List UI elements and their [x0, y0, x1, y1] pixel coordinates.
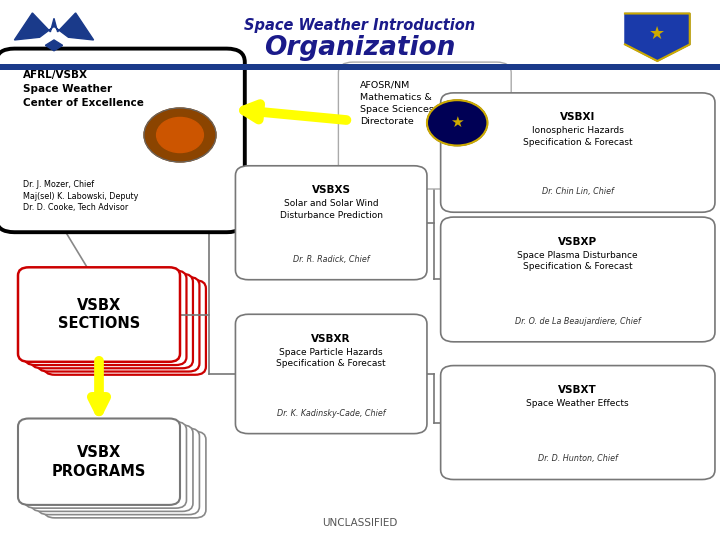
FancyBboxPatch shape: [44, 431, 206, 518]
Text: VSBXI: VSBXI: [560, 112, 595, 123]
Text: VSBXR: VSBXR: [312, 334, 351, 344]
Text: Space Weather Introduction: Space Weather Introduction: [244, 18, 476, 33]
Circle shape: [157, 117, 204, 152]
Text: Ionospheric Hazards
Specification & Forecast: Ionospheric Hazards Specification & Fore…: [523, 126, 633, 147]
Circle shape: [144, 108, 216, 162]
FancyBboxPatch shape: [37, 277, 199, 372]
FancyBboxPatch shape: [24, 271, 186, 365]
FancyBboxPatch shape: [18, 418, 180, 505]
Text: Dr. R. Radick, Chief: Dr. R. Radick, Chief: [293, 255, 369, 264]
FancyBboxPatch shape: [31, 274, 193, 368]
FancyBboxPatch shape: [235, 166, 427, 280]
Polygon shape: [45, 40, 63, 51]
Text: Space Plasma Disturbance
Specification & Forecast: Space Plasma Disturbance Specification &…: [518, 251, 638, 271]
FancyBboxPatch shape: [31, 425, 193, 511]
FancyBboxPatch shape: [0, 49, 245, 232]
Text: AFRL/VSBX
Space Weather
Center of Excellence: AFRL/VSBX Space Weather Center of Excell…: [23, 70, 144, 108]
Text: Solar and Solar Wind
Disturbance Prediction: Solar and Solar Wind Disturbance Predict…: [279, 199, 383, 220]
FancyBboxPatch shape: [37, 428, 199, 515]
Text: VSBX
PROGRAMS: VSBX PROGRAMS: [52, 445, 146, 478]
Text: Dr. D. Hunton, Chief: Dr. D. Hunton, Chief: [538, 455, 618, 463]
Text: VSBXP: VSBXP: [558, 237, 598, 247]
FancyBboxPatch shape: [441, 93, 715, 212]
Text: VSBXT: VSBXT: [559, 385, 597, 395]
Polygon shape: [14, 13, 94, 40]
Text: VSBX
SECTIONS: VSBX SECTIONS: [58, 298, 140, 332]
Text: VSBXS: VSBXS: [312, 185, 351, 195]
Polygon shape: [625, 14, 690, 61]
Text: Dr. J. Mozer, Chief
Maj(sel) K. Labowski, Deputy
Dr. D. Cooke, Tech Advisor: Dr. J. Mozer, Chief Maj(sel) K. Labowski…: [23, 180, 138, 212]
Text: Dr. O. de La Beaujardiere, Chief: Dr. O. de La Beaujardiere, Chief: [515, 317, 641, 326]
Circle shape: [427, 100, 487, 145]
FancyBboxPatch shape: [338, 62, 511, 189]
Text: Organization: Organization: [264, 35, 456, 60]
Bar: [0, 64, 720, 70]
FancyBboxPatch shape: [18, 267, 180, 362]
Text: Dr. K. Kadinsky-Cade, Chief: Dr. K. Kadinsky-Cade, Chief: [277, 409, 385, 417]
Text: ★: ★: [451, 116, 464, 130]
FancyBboxPatch shape: [441, 217, 715, 342]
FancyBboxPatch shape: [441, 366, 715, 480]
Text: AFOSR/NM
Mathematics &
Space Sciences
Directorate: AFOSR/NM Mathematics & Space Sciences Di…: [360, 81, 434, 126]
FancyBboxPatch shape: [24, 422, 186, 508]
Text: ★: ★: [649, 24, 665, 43]
FancyBboxPatch shape: [235, 314, 427, 434]
Text: Space Particle Hazards
Specification & Forecast: Space Particle Hazards Specification & F…: [276, 348, 386, 368]
Text: UNCLASSIFIED: UNCLASSIFIED: [323, 518, 397, 528]
Text: U.S. AIR FORCE: U.S. AIR FORCE: [0, 60, 58, 67]
FancyBboxPatch shape: [44, 280, 206, 375]
Text: Space Weather Effects: Space Weather Effects: [526, 399, 629, 408]
Text: Dr. Chin Lin, Chief: Dr. Chin Lin, Chief: [542, 187, 613, 196]
